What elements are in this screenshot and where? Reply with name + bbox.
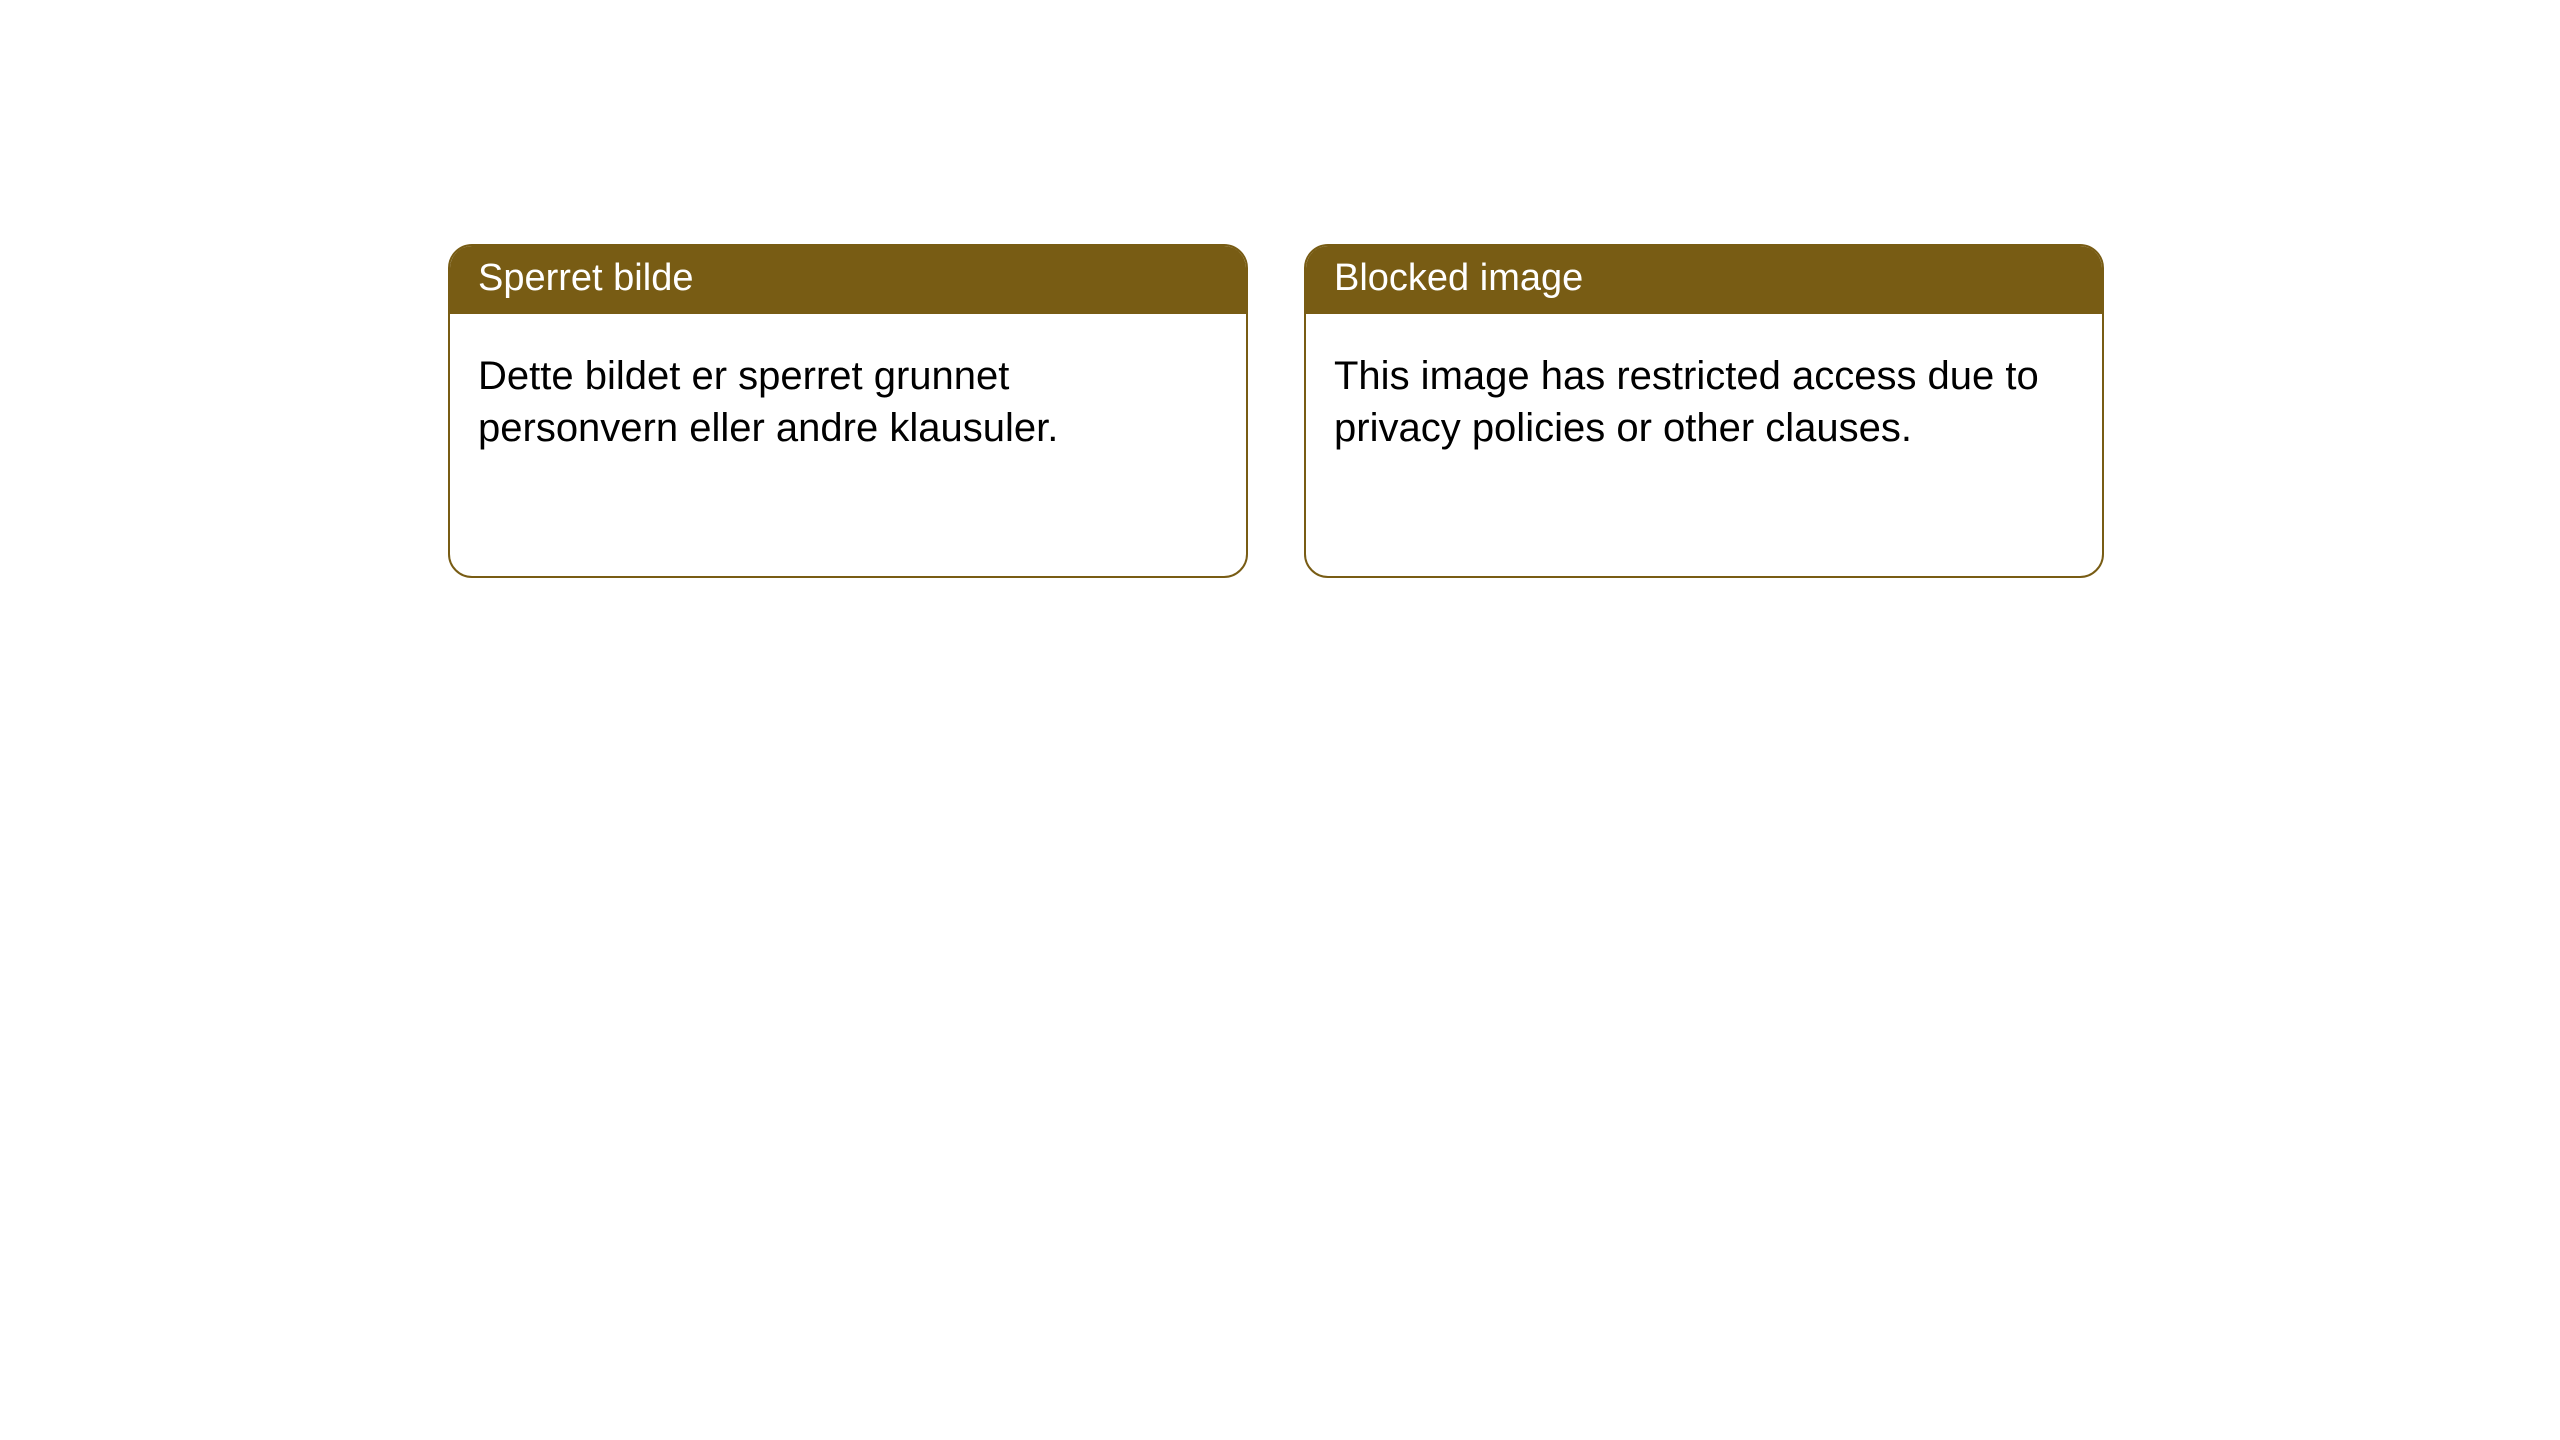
card-body-en: This image has restricted access due to … [1306, 314, 2102, 490]
card-title-en: Blocked image [1306, 246, 2102, 314]
card-title-no: Sperret bilde [450, 246, 1246, 314]
blocked-image-card-en: Blocked image This image has restricted … [1304, 244, 2104, 578]
card-body-no: Dette bildet er sperret grunnet personve… [450, 314, 1246, 490]
cards-container: Sperret bilde Dette bildet er sperret gr… [448, 244, 2104, 578]
blocked-image-card-no: Sperret bilde Dette bildet er sperret gr… [448, 244, 1248, 578]
